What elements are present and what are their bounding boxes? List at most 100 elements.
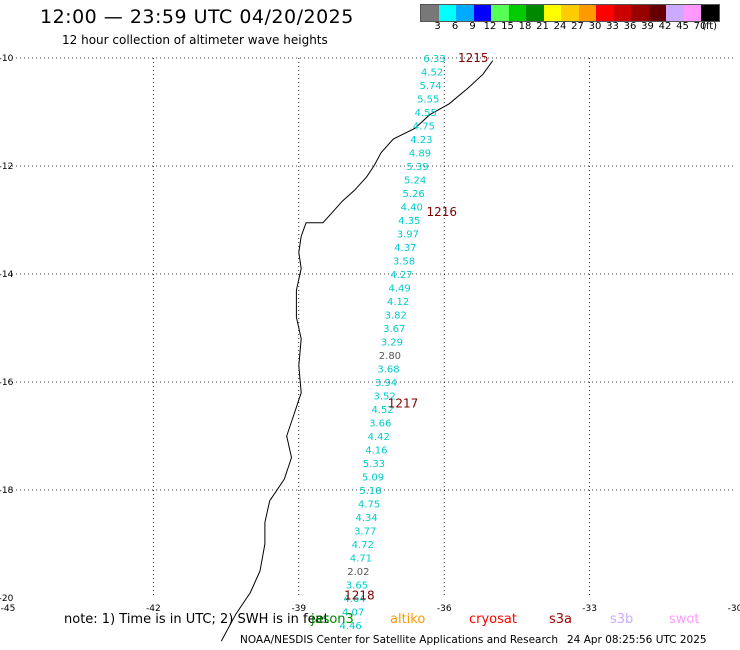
map-subtitle: 12 hour collection of altimeter wave hei… xyxy=(62,33,328,47)
legend-swatch xyxy=(456,5,474,21)
legend-swatch xyxy=(438,5,456,21)
wave-height-label: 4.27 xyxy=(390,270,412,281)
wave-height-label: 5.55 xyxy=(417,95,439,106)
map-title: 12:00 — 23:59 UTC 04/20/2025 xyxy=(40,6,354,28)
legend-tick-label: 36 xyxy=(623,21,637,32)
legend-swatch xyxy=(596,5,614,21)
legend-tick-label: 27 xyxy=(571,21,584,32)
wave-height-label: 4.46 xyxy=(340,621,362,632)
time-label: 1215 xyxy=(458,51,489,65)
legend-swatch xyxy=(683,5,701,21)
wave-height-label: 5.33 xyxy=(363,459,385,470)
wave-height-label: 3.77 xyxy=(354,527,376,538)
latitude-tick-label: -16 xyxy=(0,378,14,388)
legend-unit: (ft) xyxy=(701,21,718,32)
legend-swatch xyxy=(508,5,526,21)
satellite-name: altiko xyxy=(390,612,426,627)
longitude-tick-label: -39 xyxy=(291,604,306,614)
longitude-tick-label: -33 xyxy=(582,604,597,614)
legend-swatch xyxy=(421,5,439,21)
wave-height-label: 3.29 xyxy=(381,338,403,349)
satellite-name: jason3 xyxy=(311,612,354,627)
time-label: 1216 xyxy=(427,205,458,219)
latitude-tick-label: -14 xyxy=(0,270,14,280)
legend-swatch xyxy=(491,5,509,21)
note-text: note: 1) Time is in UTC; 2) SWH is in fe… xyxy=(64,612,329,627)
wave-height-label: 4.75 xyxy=(358,500,380,511)
longitude-tick-label: -45 xyxy=(1,604,16,614)
latitude-tick-label: -20 xyxy=(0,594,14,604)
wave-height-label: 4.40 xyxy=(401,203,423,214)
wave-height-label: 4.64 xyxy=(343,594,365,605)
legend-tick-label: 6 xyxy=(451,21,459,32)
legend-tick-label: 24 xyxy=(553,21,567,32)
wave-height-label: 4.75 xyxy=(413,122,435,133)
longitude-tick-label: -30 xyxy=(728,604,740,614)
wave-height-label: 4.55 xyxy=(415,108,437,119)
legend-tick-label: 45 xyxy=(676,21,689,32)
longitude-tick-label: -36 xyxy=(437,604,452,614)
legend-swatch xyxy=(473,5,491,21)
wave-height-label: 5.18 xyxy=(359,486,381,497)
footer-date: 24 Apr 08:25:56 UTC 2025 xyxy=(567,634,707,646)
wave-height-label: 4.71 xyxy=(350,554,372,565)
wave-height-label: 5.26 xyxy=(403,189,425,200)
legend-tick-label: 3 xyxy=(434,21,441,32)
legend-swatch xyxy=(666,5,684,21)
wave-height-label: 4.23 xyxy=(410,135,432,146)
legend-tick-label: 70 xyxy=(693,21,707,32)
color-legend xyxy=(420,4,720,22)
legend-swatch xyxy=(701,5,719,21)
legend-swatch xyxy=(526,5,544,21)
satellite-name: s3b xyxy=(610,612,634,627)
satellite-name: s3a xyxy=(549,612,573,627)
wave-height-label: 3.68 xyxy=(377,365,399,376)
legend-swatch xyxy=(578,5,596,21)
legend-tick-label: 39 xyxy=(641,21,654,32)
legend-tick-label: 15 xyxy=(501,21,514,32)
legend-swatch xyxy=(613,5,631,21)
wave-height-label: 5.39 xyxy=(406,162,428,173)
wave-height-label: 3.82 xyxy=(385,311,407,322)
wave-height-label: 3.65 xyxy=(346,581,368,592)
wave-height-label: 4.07 xyxy=(342,608,364,619)
wave-height-label: 4.16 xyxy=(365,446,387,457)
legend-tick-label: 21 xyxy=(536,21,549,32)
wave-height-label: 4.49 xyxy=(388,284,410,295)
wave-height-label: 5.09 xyxy=(362,473,384,484)
legend-tick-label: 42 xyxy=(658,21,672,32)
coastline xyxy=(220,60,494,642)
legend-tick-label: 18 xyxy=(518,21,532,32)
latitude-tick-label: -18 xyxy=(0,486,14,496)
legend-swatch xyxy=(631,5,649,21)
legend-tick-label: 30 xyxy=(588,21,602,32)
wave-height-label: 4.34 xyxy=(356,513,378,524)
wave-height-label: 3.94 xyxy=(375,378,397,389)
longitude-tick-label: -42 xyxy=(146,604,161,614)
wave-height-label: 4.89 xyxy=(409,149,431,160)
legend-tick-label: 12 xyxy=(483,21,497,32)
time-label: 1217 xyxy=(388,397,419,411)
wave-height-label: 5.74 xyxy=(419,81,441,92)
wave-height-label: 3.67 xyxy=(383,324,405,335)
wave-height-label: 4.35 xyxy=(398,216,420,227)
satellite-name: swot xyxy=(669,612,700,627)
color-legend-labels: 3 6 9 12 15 18 21 24 27 30 33 36 39 42 45 70 (ft) xyxy=(420,21,730,35)
latitude-tick-label: -10 xyxy=(0,54,14,64)
wave-height-label: 5.24 xyxy=(404,176,426,187)
wave-height-label: 4.12 xyxy=(387,297,409,308)
wave-height-label: 2.80 xyxy=(379,351,401,362)
wave-height-label: 4.52 xyxy=(421,68,443,79)
footer-credit: NOAA/NESDIS Center for Satellite Applica… xyxy=(240,634,558,646)
legend-tick-label: 33 xyxy=(606,21,619,32)
satellite-name: cryosat xyxy=(469,612,517,627)
wave-height-label: 2.02 xyxy=(347,567,369,578)
legend-swatch xyxy=(648,5,666,21)
legend-swatch xyxy=(543,5,561,21)
wave-height-label: 3.52 xyxy=(373,392,395,403)
wave-height-label: 4.42 xyxy=(368,432,390,443)
wave-height-label: 3.58 xyxy=(393,257,415,268)
wave-height-label: 3.97 xyxy=(397,230,419,241)
time-label: 1218 xyxy=(344,588,375,602)
